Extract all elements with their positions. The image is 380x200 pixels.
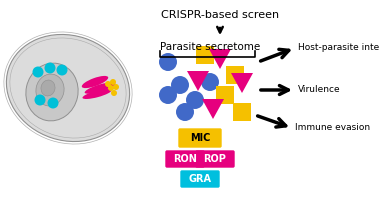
Circle shape — [176, 103, 194, 121]
FancyBboxPatch shape — [166, 151, 204, 167]
FancyBboxPatch shape — [216, 86, 234, 104]
Text: Virulence: Virulence — [298, 86, 340, 95]
Circle shape — [186, 91, 204, 109]
Circle shape — [44, 62, 55, 73]
Circle shape — [159, 86, 177, 104]
Circle shape — [35, 95, 46, 106]
Ellipse shape — [26, 63, 78, 121]
FancyBboxPatch shape — [196, 46, 214, 64]
Ellipse shape — [82, 89, 111, 99]
Ellipse shape — [36, 74, 64, 106]
Circle shape — [159, 53, 177, 71]
Text: Host-parasite interaction: Host-parasite interaction — [298, 44, 380, 52]
FancyBboxPatch shape — [233, 103, 251, 121]
FancyBboxPatch shape — [179, 129, 221, 147]
FancyBboxPatch shape — [181, 171, 219, 187]
Text: Parasite secretome: Parasite secretome — [160, 42, 260, 52]
FancyBboxPatch shape — [196, 151, 234, 167]
Polygon shape — [231, 73, 253, 93]
Circle shape — [33, 66, 43, 77]
Text: Immune evasion: Immune evasion — [295, 123, 370, 132]
Text: ROP: ROP — [204, 154, 226, 164]
Ellipse shape — [41, 80, 55, 96]
Circle shape — [108, 85, 114, 91]
Text: GRA: GRA — [188, 174, 212, 184]
Ellipse shape — [82, 76, 108, 88]
Circle shape — [48, 98, 59, 108]
FancyBboxPatch shape — [226, 66, 244, 84]
Text: RON: RON — [173, 154, 197, 164]
Polygon shape — [187, 71, 209, 91]
Polygon shape — [202, 99, 224, 119]
Ellipse shape — [6, 34, 130, 142]
Text: CRISPR-based screen: CRISPR-based screen — [161, 10, 279, 20]
Circle shape — [57, 64, 68, 75]
Polygon shape — [209, 49, 231, 69]
Text: MIC: MIC — [190, 133, 210, 143]
Circle shape — [201, 73, 219, 91]
Ellipse shape — [85, 82, 116, 94]
Circle shape — [105, 81, 111, 87]
Circle shape — [111, 90, 117, 96]
Circle shape — [110, 79, 116, 85]
Circle shape — [171, 76, 189, 94]
Circle shape — [113, 84, 119, 90]
